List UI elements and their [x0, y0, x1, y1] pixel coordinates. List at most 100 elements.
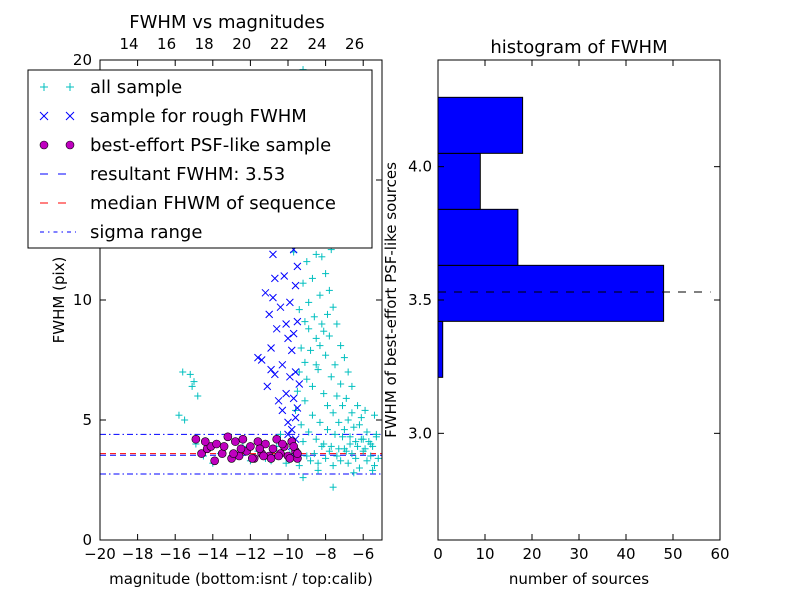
histogram-x-axis-label: number of sources [509, 570, 649, 588]
all-sample-point [350, 469, 358, 477]
rough-sample-point-b [287, 425, 296, 434]
legend-label: best-effort PSF-like sample [90, 135, 331, 156]
all-sample-point [372, 430, 380, 438]
rough-sample-point [284, 334, 292, 343]
scatter-x-tick-label: −20 [84, 545, 116, 563]
all-sample-point [339, 402, 347, 410]
rough-sample-point [265, 310, 274, 319]
all-sample-point [310, 450, 318, 458]
all-sample-point [333, 320, 341, 328]
legend-label: resultant FWHM: 3.53 [90, 164, 285, 185]
best-sample-point [261, 439, 270, 449]
rough-sample-point [263, 382, 272, 391]
rough-sample-point-b [261, 288, 270, 297]
best-sample-point [293, 449, 302, 458]
legend-entry: sigma range [40, 222, 202, 243]
all-sample-point [344, 416, 352, 424]
all-sample-point [329, 462, 337, 470]
all-sample-point [344, 368, 352, 376]
rough-sample-point [267, 365, 275, 374]
rough-sample-point-b [284, 334, 292, 343]
all-sample-point [327, 442, 335, 450]
scatter-top-tick-label: 18 [195, 35, 214, 53]
all-sample-point [175, 411, 183, 419]
all-sample-point [322, 351, 330, 359]
rough-sample-point [287, 346, 296, 355]
best-sample-point [274, 451, 283, 461]
all-sample-point [374, 454, 382, 462]
all-sample-point [357, 435, 365, 443]
scatter-top-tick-label: 16 [157, 35, 176, 53]
all-sample-point [348, 409, 356, 417]
rough-sample-point [284, 430, 292, 439]
scatter-x-axis-label: magnitude (bottom:isnt / top:calib) [109, 570, 373, 588]
rough-sample-point [293, 404, 302, 412]
all-sample-point [337, 457, 345, 465]
all-sample-point [316, 418, 324, 426]
all-sample-point [303, 258, 311, 266]
all-sample-point [295, 462, 303, 470]
rough-sample-point-b [276, 303, 285, 312]
all-sample-point [369, 442, 377, 450]
all-sample-point [323, 402, 331, 410]
rough-sample-point [269, 250, 277, 259]
rough-sample-point-b [270, 274, 279, 283]
all-sample-point [323, 310, 331, 318]
histogram-x-tick-label: 50 [663, 545, 682, 563]
rough-sample-point-b [289, 329, 298, 338]
best-sample-point [268, 444, 278, 454]
all-sample-point [329, 409, 337, 417]
all-sample-point [354, 402, 362, 410]
scatter-x-tick-label: −18 [122, 545, 154, 563]
all-sample-point [346, 440, 354, 448]
rough-sample-point [278, 406, 287, 415]
rough-sample-point-b [284, 430, 292, 439]
all-sample-point [367, 452, 375, 460]
rough-sample-point-b [291, 281, 300, 290]
all-sample-point [307, 346, 315, 354]
histogram-bar [438, 320, 444, 378]
rough-sample-point-b [270, 370, 279, 379]
all-sample-point [325, 286, 333, 294]
best-sample-point [246, 442, 255, 451]
histogram-bar [438, 264, 665, 322]
legend-entry: resultant FWHM: 3.53 [40, 164, 285, 185]
histogram-data-layer [438, 96, 711, 378]
all-sample-point [331, 430, 339, 438]
all-sample-point [322, 454, 330, 462]
best-sample-point [231, 437, 240, 446]
rough-sample-point-b [269, 250, 277, 259]
rough-sample-point [293, 317, 302, 326]
rough-sample-point-b [291, 413, 300, 422]
rough-sample-point [289, 329, 298, 338]
best-sample-point [253, 437, 263, 446]
scatter-title: FWHM vs magnitudes [129, 12, 324, 33]
rough-sample-point-b [267, 344, 275, 352]
best-sample-point [238, 434, 248, 444]
legend-marker-x-b [39, 111, 49, 121]
best-sample-point [229, 449, 238, 458]
rough-sample-point-b [293, 262, 302, 271]
legend-marker-circle [39, 140, 49, 150]
histogram-y-axis-label: FWHM of best-effort PSF-like sources [382, 162, 400, 438]
rough-sample-point-b [274, 396, 283, 405]
rough-sample-point-b [280, 272, 289, 280]
all-sample-point [312, 334, 320, 342]
best-sample-point [278, 439, 287, 449]
legend-marker-circle [65, 140, 75, 150]
rough-sample-point [286, 298, 294, 307]
rough-sample-point-b [282, 389, 290, 398]
all-sample-point [329, 303, 337, 311]
all-sample-point [333, 392, 341, 400]
rough-sample-point-b [291, 368, 300, 376]
histogram-x-tick-label: 40 [616, 545, 635, 563]
scatter-x-tick-label: −6 [352, 545, 374, 563]
rough-sample-point [287, 425, 296, 434]
rough-sample-point [267, 344, 275, 352]
histogram-y-tick-label: 3.0 [408, 424, 432, 442]
best-sample-point [259, 451, 268, 461]
all-sample-point [354, 442, 362, 450]
rough-sample-point [293, 262, 302, 271]
all-sample-point [348, 450, 356, 458]
all-sample-point [308, 274, 316, 282]
